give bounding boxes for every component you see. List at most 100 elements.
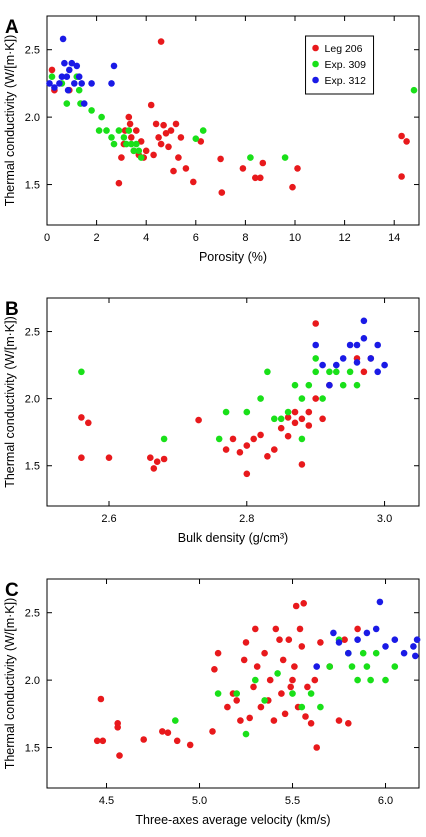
data-point	[374, 341, 382, 349]
data-point	[305, 408, 313, 416]
data-point	[312, 368, 320, 376]
data-point	[63, 100, 71, 107]
data-point	[354, 625, 361, 633]
data-point	[287, 683, 295, 691]
data-point	[152, 120, 160, 128]
x-tick-label: 8	[242, 232, 248, 244]
data-point	[410, 643, 417, 650]
data-point	[197, 138, 205, 145]
data-point	[326, 663, 334, 670]
data-point	[190, 178, 197, 186]
data-point	[103, 127, 110, 134]
data-point	[400, 649, 408, 657]
data-point	[195, 416, 202, 424]
data-point	[128, 134, 135, 141]
y-axis-label: Thermal conductivity (W/[m·K])	[3, 316, 17, 488]
data-point	[78, 414, 85, 421]
data-point	[313, 663, 321, 670]
data-point	[236, 449, 244, 456]
data-point	[281, 154, 289, 161]
data-point	[252, 174, 259, 182]
data-point	[298, 435, 306, 443]
legend-marker	[312, 60, 319, 68]
data-point	[311, 676, 319, 684]
data-point	[376, 598, 384, 606]
data-point	[289, 690, 296, 697]
data-point	[93, 737, 101, 745]
data-point	[312, 355, 320, 362]
chart-panel-b: B 2.6 2.8 3.0 1.5 2.0 2.5 Bulk density (g/cm³) T…	[3, 297, 420, 545]
data-point	[160, 121, 167, 129]
data-point	[48, 66, 56, 74]
data-point	[257, 395, 264, 402]
data-point	[335, 639, 343, 646]
data-point	[64, 86, 72, 94]
data-point	[46, 80, 53, 87]
x-axis-label: Porosity (%)	[199, 250, 267, 264]
y-tick-label: 2.0	[25, 394, 40, 406]
data-point	[264, 368, 271, 376]
data-point	[162, 130, 170, 137]
data-point	[167, 127, 175, 134]
data-point	[209, 728, 216, 735]
data-point	[354, 676, 361, 684]
series-exp-309	[78, 355, 361, 443]
data-point	[123, 140, 130, 148]
data-point	[78, 368, 85, 376]
data-point	[289, 676, 296, 684]
data-point	[140, 736, 147, 743]
data-point	[339, 381, 347, 389]
data-point	[326, 381, 333, 389]
data-point	[99, 737, 107, 745]
data-point	[266, 676, 274, 684]
data-point	[175, 154, 182, 161]
data-point	[97, 695, 105, 703]
data-point	[339, 355, 347, 362]
data-point	[159, 728, 166, 735]
x-tick-label: 4	[143, 232, 149, 244]
y-tick-label: 1.5	[25, 180, 40, 192]
data-point	[157, 140, 165, 148]
data-point	[367, 676, 374, 684]
data-point	[312, 395, 320, 402]
x-tick-label: 0	[44, 232, 50, 244]
data-point	[284, 432, 292, 440]
data-point	[177, 134, 185, 141]
data-point	[363, 629, 371, 637]
data-point	[115, 179, 123, 187]
data-point	[313, 744, 321, 751]
data-point	[335, 717, 343, 724]
data-point	[170, 167, 177, 175]
data-point	[150, 151, 157, 159]
data-point	[243, 408, 251, 416]
data-point	[304, 683, 311, 691]
data-point	[242, 730, 250, 738]
data-point	[142, 147, 150, 155]
y-tick-label: 2.5	[25, 608, 40, 620]
data-point	[276, 636, 283, 643]
data-point	[160, 435, 168, 443]
data-point	[307, 720, 315, 727]
data-point	[398, 132, 405, 140]
data-point	[250, 435, 257, 443]
data-point	[224, 703, 231, 711]
data-point	[85, 419, 92, 427]
data-point	[353, 381, 361, 389]
data-point	[78, 80, 85, 87]
data-point	[298, 643, 306, 650]
data-point	[222, 446, 230, 453]
data-point	[319, 361, 326, 369]
data-point	[257, 431, 264, 439]
x-tick-label: 6	[193, 232, 199, 244]
data-point	[360, 335, 368, 342]
data-point	[298, 415, 306, 423]
data-point	[330, 629, 337, 637]
data-point	[353, 359, 361, 366]
chart-panel-a: A 0 2 4 6 8 10 12 14 1.5 2.0 2.5 Porosity (%) Thermal…	[3, 15, 420, 264]
data-point	[133, 127, 140, 134]
data-point	[214, 649, 222, 657]
data-point	[242, 639, 250, 646]
data-point	[250, 683, 257, 691]
data-point	[345, 720, 352, 727]
panel-letter: A	[5, 17, 19, 38]
